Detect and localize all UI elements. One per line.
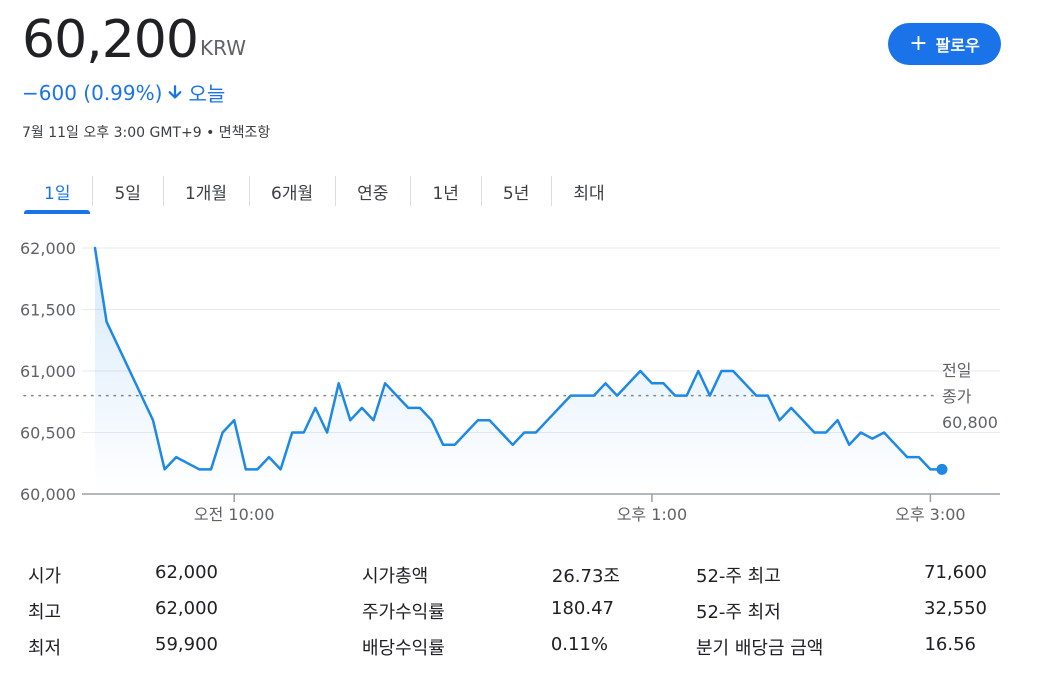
y-tick-label: 60,500: [20, 424, 76, 443]
tab-1d[interactable]: 1일: [22, 172, 92, 214]
meta-separator: •: [206, 125, 215, 141]
tab-ytd[interactable]: 연중: [335, 172, 410, 210]
stat-label: 52-주 최고: [696, 566, 781, 587]
tab-label: 최대: [573, 183, 605, 204]
stat-label: 최저: [28, 638, 62, 659]
tab-6m[interactable]: 6개월: [249, 172, 335, 210]
tab-1y[interactable]: 1년: [410, 172, 480, 210]
stat-value: 16.56: [924, 634, 976, 655]
follow-button-label: 팔로우: [935, 36, 980, 55]
tab-label: 1년: [432, 183, 459, 204]
stat-label: 배당수익률: [362, 638, 445, 659]
stock-price: 60,200: [22, 10, 199, 70]
price-area: [95, 248, 942, 494]
tab-label: 5년: [502, 183, 530, 204]
change-period: 오늘: [188, 82, 226, 106]
tab-5d[interactable]: 5일: [92, 172, 162, 210]
stat-label: 최고: [28, 602, 62, 623]
y-tick-label: 60,000: [20, 485, 76, 504]
y-tick-label: 62,000: [20, 239, 76, 258]
quote-meta: 7월 11일 오후 3:00 GMT+9 • 면책조항: [22, 122, 270, 142]
stat-value: 62,000: [155, 598, 218, 619]
tab-5y[interactable]: 5년: [480, 172, 551, 210]
y-tick-label: 61,000: [20, 362, 76, 381]
stat-value: 62,000: [155, 562, 218, 583]
change-value: −600 (0.99%): [22, 80, 163, 105]
x-tick-label: 오후 1:00: [617, 505, 687, 524]
stat-value: 59,900: [155, 634, 218, 655]
arrow-down-icon: [169, 84, 182, 99]
x-tick-label: 오전 10:00: [194, 505, 275, 524]
y-tick-label: 61,500: [20, 301, 76, 320]
stat-value: 26.73조: [551, 566, 620, 587]
stat-value: 180.47: [551, 598, 614, 619]
tab-label: 5일: [114, 183, 141, 204]
price-line: [93, 246, 944, 471]
last-price-dot: [936, 463, 948, 475]
follow-button[interactable]: + 팔로우: [888, 23, 1001, 65]
tab-label: 1일: [44, 183, 71, 204]
stat-value: 0.11%: [550, 634, 608, 655]
stat-label: 주가수익률: [362, 602, 445, 623]
tab-max[interactable]: 최대: [551, 172, 626, 210]
tab-label: 1개월: [184, 183, 228, 204]
tab-label: 연중: [357, 183, 389, 204]
quote-timestamp: 7월 11일 오후 3:00 GMT+9: [22, 125, 202, 141]
disclaimer-link[interactable]: 면책조항: [218, 125, 271, 141]
tab-1m[interactable]: 1개월: [162, 172, 249, 210]
tab-label: 6개월: [271, 183, 314, 204]
price-change: −600 (0.99%) 오늘: [22, 78, 225, 107]
currency-label: KRW: [200, 36, 246, 60]
plus-icon: +: [909, 31, 928, 56]
stat-value: 71,600: [924, 562, 987, 583]
previous-close-label: 종가: [942, 387, 972, 406]
previous-close-label: 60,800: [942, 413, 998, 432]
stat-label: 시가총액: [362, 566, 429, 587]
stat-label: 시가: [28, 566, 62, 587]
stat-label: 분기 배당금 금액: [696, 638, 824, 659]
range-tabs: 1일 5일 1개월 6개월 연중 1년 5년 최대: [22, 172, 627, 214]
stat-value: 32,550: [924, 598, 987, 619]
previous-close-label: 전일: [942, 361, 971, 380]
x-tick-label: 오후 3:00: [895, 505, 965, 524]
stat-label: 52-주 최저: [696, 602, 781, 623]
